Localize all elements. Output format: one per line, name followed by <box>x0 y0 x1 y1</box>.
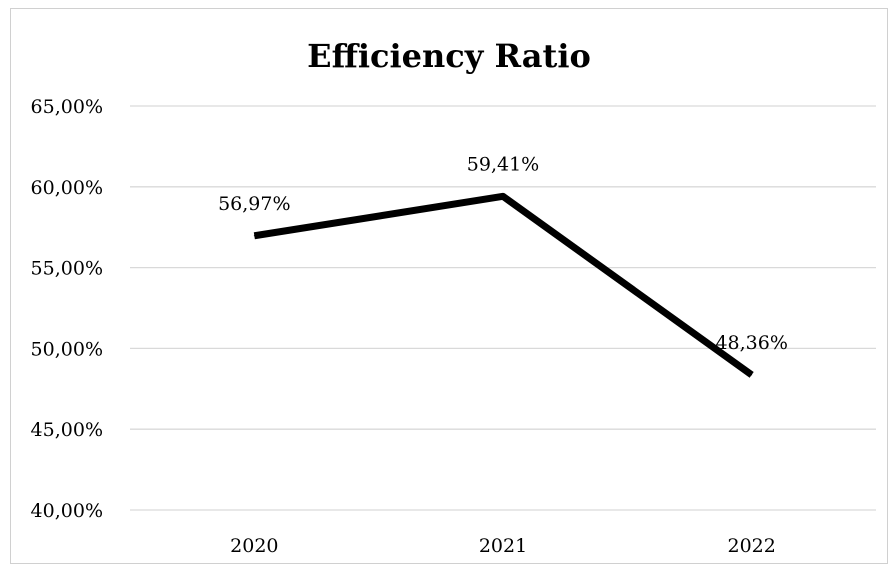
y-tick-label: 65,00% <box>31 96 103 118</box>
chart-title: Efficiency Ratio <box>307 37 591 75</box>
x-tick-label: 2022 <box>727 535 775 557</box>
data-label: 56,97% <box>218 193 290 215</box>
data-point <box>751 374 753 376</box>
data-point <box>253 235 255 237</box>
y-tick-label: 40,00% <box>31 500 103 522</box>
x-tick-label: 2021 <box>479 535 527 557</box>
y-tick-label: 45,00% <box>31 419 103 441</box>
y-axis-tick-labels: 40,00% 45,00% 50,00% 55,00% 60,00% 65,00% <box>31 96 103 522</box>
gridlines <box>130 105 876 511</box>
chart-container: Efficiency Ratio <box>10 8 888 564</box>
y-tick-label: 50,00% <box>31 338 103 360</box>
data-labels: 56,97% 59,41% 48,36% <box>218 153 788 354</box>
y-tick-label: 60,00% <box>31 177 103 199</box>
data-label: 48,36% <box>715 332 787 354</box>
y-tick-label: 55,00% <box>31 258 103 280</box>
series-layer <box>253 192 754 378</box>
x-axis-category-labels: 2020 2021 2022 <box>230 535 776 557</box>
data-point <box>502 195 504 197</box>
data-label: 59,41% <box>467 153 539 175</box>
x-tick-label: 2020 <box>230 535 278 557</box>
